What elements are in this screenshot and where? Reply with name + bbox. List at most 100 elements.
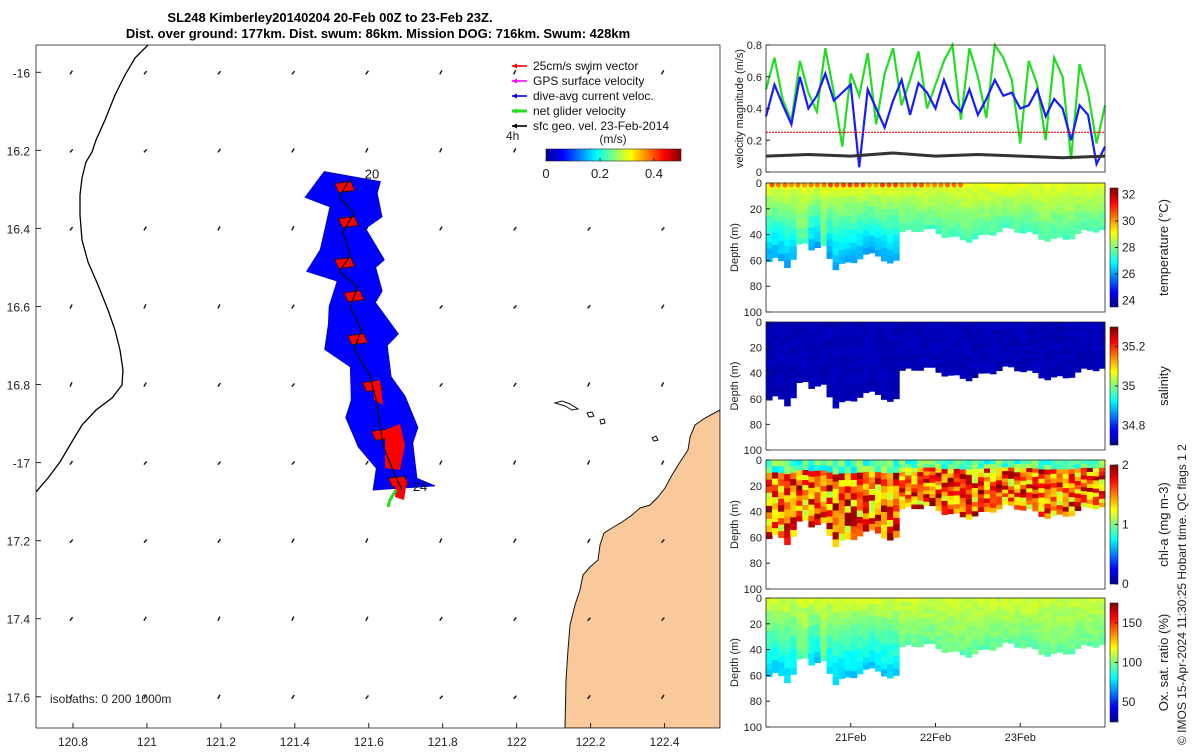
section-cell [923,205,930,211]
section-cell [1002,631,1009,636]
section-cell [1050,648,1058,654]
section-cell [1020,351,1027,356]
section-cell [893,466,900,474]
section-cell [881,208,888,216]
section-cell [844,532,852,540]
section-cell [790,328,797,336]
section-cell [1092,598,1100,603]
sfc-geo-velocity-arrow [439,382,443,387]
section-colorbar-tick-label: 50 [1122,695,1136,709]
section-cell [838,533,846,541]
section-cell [971,483,979,489]
section-cell [887,598,894,606]
section-cell [808,504,815,511]
section-cell [935,640,943,645]
section-cell [1026,187,1033,192]
section-cell [802,233,809,239]
section-cell [862,386,870,394]
section-cell [965,322,973,328]
section-cell [1020,606,1027,612]
section-cell [826,359,834,367]
section-cell [766,512,773,520]
section-cell [977,200,985,205]
section-colorbar-tick-label: 100 [1122,656,1142,670]
section-cell [1056,371,1064,377]
section-cell [802,515,809,521]
section-cell [996,326,1003,331]
sfc-geo-velocity-arrow [365,695,369,700]
section-cell [1044,192,1052,199]
section-cell [977,632,985,638]
section-cell [796,193,803,199]
section-cell [1008,336,1015,342]
section-plot-frame [765,182,1106,313]
section-cell [832,626,840,635]
section-cell [983,494,991,500]
section-cell [905,502,912,508]
section-cell [941,344,949,350]
section-cell [1002,489,1009,494]
section-cell [790,366,797,374]
section-cell [996,342,1003,347]
section-cell [971,196,979,203]
section-cell [899,460,906,465]
section-cell [772,383,779,391]
section-cell [1026,358,1033,363]
section-cell [838,355,846,363]
section-cell [850,202,858,211]
section-cell [923,329,930,334]
section-cell [832,634,840,642]
section-cell [899,191,906,196]
section-cell [766,341,773,349]
sfc-geo-velocity-arrow [69,694,73,700]
sfc-geo-velocity-arrow [217,382,222,387]
section-cell [832,329,840,337]
section-cell [832,211,840,220]
section-cell [844,387,852,395]
section-cell [874,322,882,329]
section-cell [838,671,846,679]
section-cell [1038,469,1045,475]
section-cell [1044,641,1052,648]
section-colorbar-tick-label: 1 [1122,518,1129,532]
section-cell [971,497,979,503]
section-cell [996,346,1003,351]
section-cell [983,477,991,482]
section-cell [1032,343,1039,348]
section-cell [989,499,997,505]
section-cell [874,243,882,251]
section-cell [899,476,906,481]
sfc-geo-velocity-arrow [660,694,665,700]
section-cell [832,460,840,468]
map-colorbar-ticks: 0 0.2 0.4 [542,158,663,181]
section-cell [784,530,791,538]
section-cell [929,325,936,331]
section-cell [766,393,773,401]
section-cell [941,210,949,216]
section-cell [923,501,930,507]
section-cell [1092,191,1100,196]
section-cell [1044,212,1052,218]
section-cell [874,622,882,629]
velocity-y-tick-label: 0.6 [747,72,762,84]
section-cell [989,339,997,345]
section-cell [947,598,955,603]
section-cell [1050,331,1058,337]
section-cell [923,344,930,349]
section-cell [1062,187,1070,193]
section-cell [947,633,955,639]
section-y-tick-label: 40 [750,368,762,380]
section-cell [1098,609,1106,615]
section-cell [929,337,936,342]
map-y-tick-label: -17 [13,457,31,471]
section-cell [1080,341,1088,346]
section-cell [923,497,930,503]
section-cell [1056,505,1064,511]
section-cell [1008,475,1015,480]
section-cell [1056,473,1064,479]
section-cell [874,358,882,365]
surface-sample-dot [795,182,801,188]
velocity-y-tick-label: 0.2 [747,135,762,147]
section-cell [887,322,894,330]
